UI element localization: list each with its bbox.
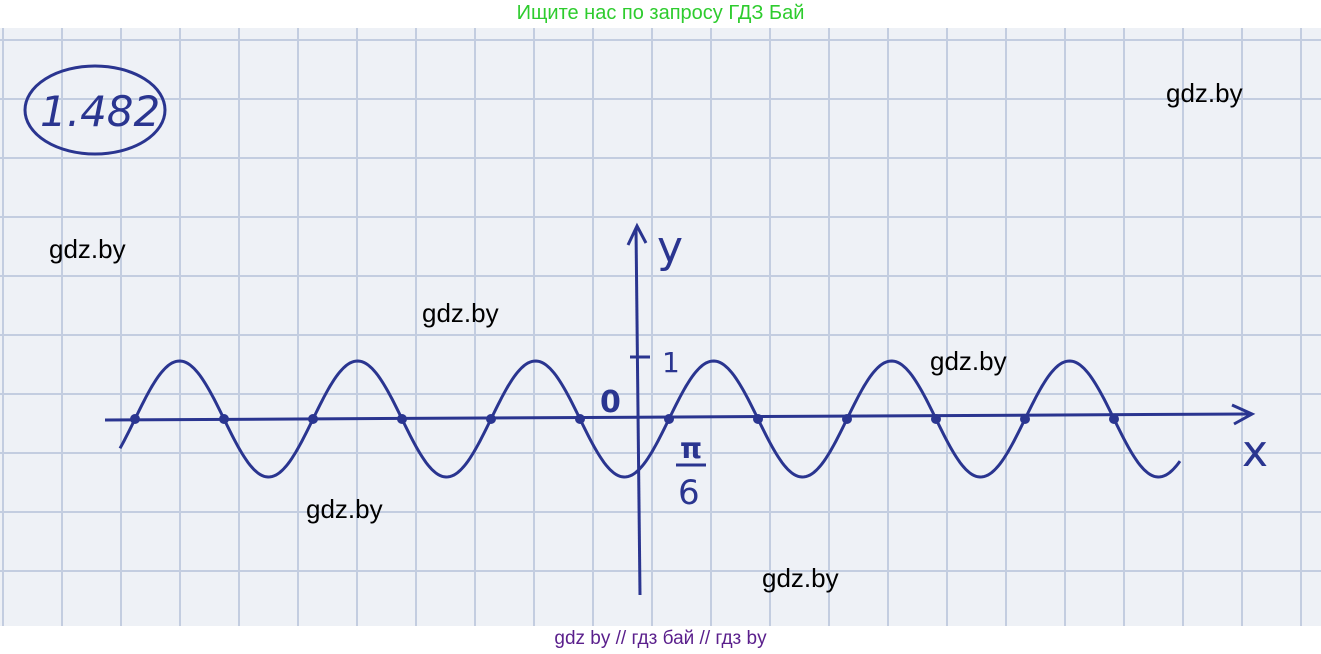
zero-point — [753, 414, 763, 424]
y-axis — [634, 227, 642, 596]
zero-point — [664, 414, 674, 424]
watermark: gdz.by — [306, 494, 383, 524]
y-tick-label: 1 — [662, 346, 680, 379]
x-tick-numerator: π — [680, 432, 702, 465]
x-axis — [104, 412, 1251, 422]
watermark: gdz.by — [49, 234, 126, 264]
x-tick-denominator: 6 — [678, 473, 700, 513]
watermark: gdz.by — [762, 563, 839, 593]
sine-curve — [118, 359, 1182, 479]
watermark: gdz.by — [422, 298, 499, 328]
header-banner[interactable]: Ищите нас по запросу ГДЗ Бай — [516, 2, 805, 24]
x-axis-label: x — [1242, 426, 1268, 477]
problem-number: 1.482 — [40, 87, 160, 136]
zero-point — [842, 414, 852, 424]
y-axis-label: y — [657, 222, 683, 273]
zero-point — [308, 414, 318, 424]
y-axis-arrow — [626, 222, 648, 246]
zero-point — [931, 414, 941, 424]
zero-point — [1020, 414, 1030, 424]
zero-point — [486, 414, 496, 424]
zero-point — [219, 414, 229, 424]
origin-label: 0 — [600, 385, 621, 420]
footer-links[interactable]: gdz by // гдз бай // гдз by — [554, 628, 767, 649]
zero-point — [575, 414, 585, 424]
watermark: gdz.by — [930, 346, 1007, 376]
zero-point — [1109, 414, 1119, 424]
problem-number-circle — [23, 64, 167, 156]
zero-point — [130, 414, 140, 424]
zero-point — [397, 414, 407, 424]
watermark: gdz.by — [1166, 78, 1243, 108]
grid-paper — [0, 28, 1321, 626]
x-axis-arrow — [1231, 403, 1256, 426]
